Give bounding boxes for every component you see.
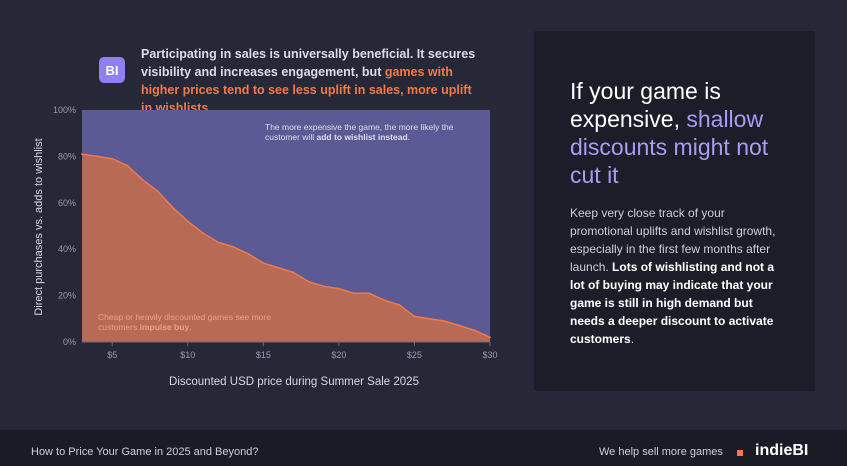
annotation-top-line2: customer will add to wishlist instead. xyxy=(265,132,410,142)
annotation-bottom-line2: customers impulse buy. xyxy=(98,322,192,332)
annotation-text: . xyxy=(189,322,191,332)
annotation-bottom-line1: Cheap or heavily discounted games see mo… xyxy=(98,312,271,322)
data-point xyxy=(489,336,491,339)
series-line xyxy=(81,153,491,339)
data-point xyxy=(247,252,250,255)
data-point xyxy=(262,262,265,265)
x-tick-label: $30 xyxy=(482,350,497,360)
data-point xyxy=(232,245,235,248)
data-point xyxy=(111,157,114,160)
chart-annotations: The more expensive the game, the more li… xyxy=(98,122,454,332)
data-point xyxy=(186,220,189,223)
y-tick-label: 40% xyxy=(58,244,76,254)
data-point xyxy=(201,232,204,234)
body-end: . xyxy=(630,332,635,346)
annotation-text: customer will xyxy=(265,132,316,142)
data-point xyxy=(156,190,159,193)
annotation-text: customers xyxy=(98,322,140,332)
intro-text-part: Participating in sales is universally be… xyxy=(141,47,476,79)
body-bold-part: Lots of wishlisting and not a lot of buy… xyxy=(570,260,775,346)
data-point xyxy=(443,320,446,323)
data-point xyxy=(141,178,144,181)
chart: 0% 20% 40% 60% 80% 100% $5 $10 $15 $20 $25 $30 The … xyxy=(33,105,498,388)
data-point xyxy=(473,329,476,332)
x-tick-label: $5 xyxy=(107,350,117,360)
footer-title: How to Price Your Game in 2025 and Beyon… xyxy=(31,446,259,458)
annotation-bold: add to wishlist instead xyxy=(316,132,407,142)
lower-area xyxy=(82,154,490,342)
logo-badge-text: BI xyxy=(105,62,119,78)
annotation-text: The more expensive the game, the more li… xyxy=(265,122,454,132)
data-point xyxy=(413,315,416,318)
data-point xyxy=(96,155,99,158)
insight-panel: If your game is expensive, shallow disco… xyxy=(534,31,815,391)
x-axis-label: Discounted USD price during Summer Sale … xyxy=(169,376,419,388)
footer-tagline: We help sell more games xyxy=(599,446,723,458)
data-point xyxy=(428,317,431,320)
panel-body: Keep very close track of your promotiona… xyxy=(570,204,785,348)
y-tick-label: 80% xyxy=(58,151,76,161)
annotation-top-line1: The more expensive the game, the more li… xyxy=(265,122,454,132)
data-point xyxy=(383,299,386,302)
x-tick-label: $20 xyxy=(331,350,346,360)
y-tick-label: 0% xyxy=(63,337,76,347)
x-tick-label: $25 xyxy=(407,350,422,360)
data-point xyxy=(322,285,325,288)
annotation-bold: impulse buy xyxy=(140,322,190,332)
x-tick-label: $15 xyxy=(256,350,271,360)
data-point xyxy=(337,287,340,290)
y-axis-label: Direct purchases vs. adds to wishlist xyxy=(33,138,45,315)
footer-square-icon xyxy=(737,450,743,456)
panel-headline: If your game is expensive, shallow disco… xyxy=(570,77,800,189)
data-point xyxy=(458,324,461,327)
data-point xyxy=(368,292,371,295)
data-point xyxy=(307,280,310,283)
body-text-part: Keep very close track of your promotiona… xyxy=(570,206,776,274)
data-point xyxy=(398,303,401,306)
indiebi-logo-badge: BI xyxy=(99,57,125,83)
annotation-text: Cheap or heavily discounted games see mo… xyxy=(98,312,271,322)
headline-accent: shallow discounts might not cut it xyxy=(570,106,769,188)
data-point xyxy=(217,241,219,244)
data-point xyxy=(171,206,174,209)
headline-text: If your game is expensive, xyxy=(570,78,721,132)
data-point xyxy=(277,266,280,269)
plot-area: 0% 20% 40% 60% 80% 100% $5 $10 $15 $20 $25 $30 xyxy=(53,105,498,360)
footer-brand-logo: indieBI xyxy=(755,442,809,459)
y-tick-label: 60% xyxy=(58,198,76,208)
y-tick-label: 20% xyxy=(58,291,76,301)
footer: How to Price Your Game in 2025 and Beyon… xyxy=(0,430,847,466)
annotation-text: . xyxy=(408,132,410,142)
data-point xyxy=(353,292,355,295)
x-tick-label: $10 xyxy=(180,350,195,360)
data-point xyxy=(126,164,129,167)
data-point xyxy=(292,271,295,274)
y-tick-label: 100% xyxy=(53,105,76,115)
data-point xyxy=(81,153,83,155)
